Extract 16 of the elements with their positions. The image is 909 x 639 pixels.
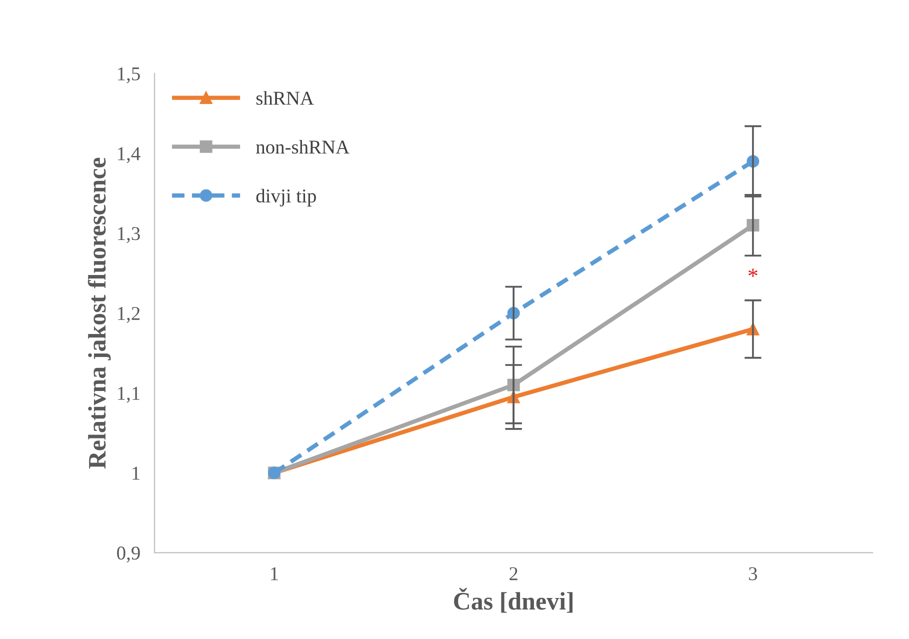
annotation: * — [748, 268, 758, 277]
y-tick-label: 1,3 — [118, 227, 140, 243]
x-tick-label: 3 — [749, 567, 758, 580]
legend-label: divji tip — [256, 188, 316, 206]
x-tick-label: 1 — [271, 567, 278, 580]
legend-label: non-shRNA — [256, 140, 350, 154]
y-tick-label: 1,4 — [118, 147, 140, 164]
y-tick-label: 1,2 — [118, 306, 140, 323]
y-axis-title: Relativna jakost fluorescence — [88, 158, 111, 469]
x-tick-label: 2 — [510, 567, 518, 580]
x-axis-title: Čas [dnevi] — [454, 588, 572, 613]
y-tick-label: 1,5 — [118, 67, 140, 84]
y-tick-label: 1,1 — [118, 386, 140, 403]
y-tick-label: 0,9 — [117, 546, 140, 562]
legend-label: shRNA — [256, 91, 314, 105]
y-tick-label: 1 — [132, 466, 140, 480]
